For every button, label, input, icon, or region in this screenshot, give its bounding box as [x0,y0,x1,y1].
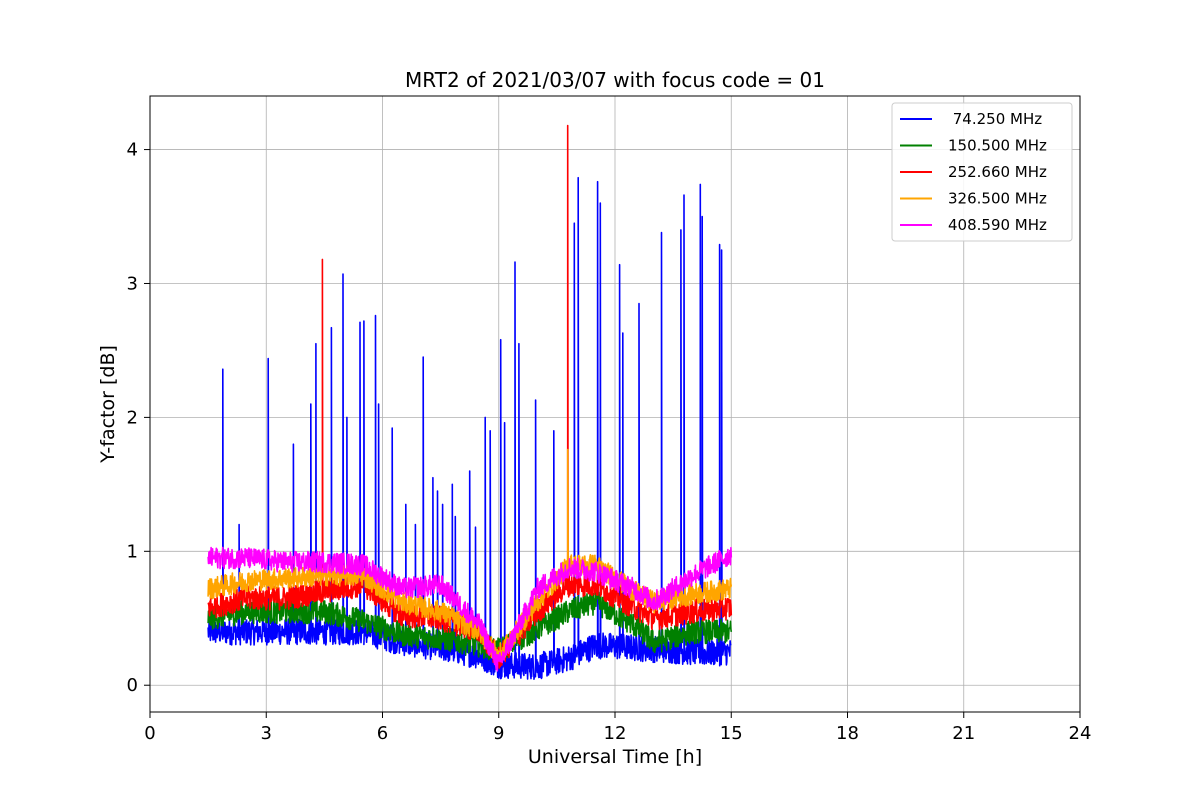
x-tick-label: 9 [493,723,504,744]
legend-label: 326.500 MHz [948,190,1047,208]
y-axis-label: Y-factor [dB] [97,345,119,464]
legend-label: 74.250 MHz [948,110,1042,128]
x-tick-label: 12 [604,723,627,744]
legend-label: 252.660 MHz [948,163,1047,181]
y-tick-label: 3 [127,273,138,294]
x-tick-label: 3 [261,723,272,744]
legend-label: 408.590 MHz [948,216,1047,234]
x-tick-label: 24 [1069,723,1092,744]
legend-label: 150.500 MHz [948,137,1047,155]
y-tick-label: 2 [127,407,138,428]
y-tick-label: 0 [127,675,138,696]
x-axis-label: Universal Time [h] [528,746,702,768]
x-tick-label: 18 [836,723,859,744]
x-tick-label: 15 [720,723,743,744]
x-tick-label: 21 [952,723,975,744]
y-tick-label: 4 [127,140,138,161]
y-tick-label: 1 [127,541,138,562]
legend: 74.250 MHz 150.500 MHz 252.660 MHz 326.500 … [892,103,1072,241]
x-tick-label: 6 [377,723,388,744]
chart-title: MRT2 of 2021/03/07 with focus code = 01 [405,68,825,92]
x-tick-label: 0 [144,723,155,744]
